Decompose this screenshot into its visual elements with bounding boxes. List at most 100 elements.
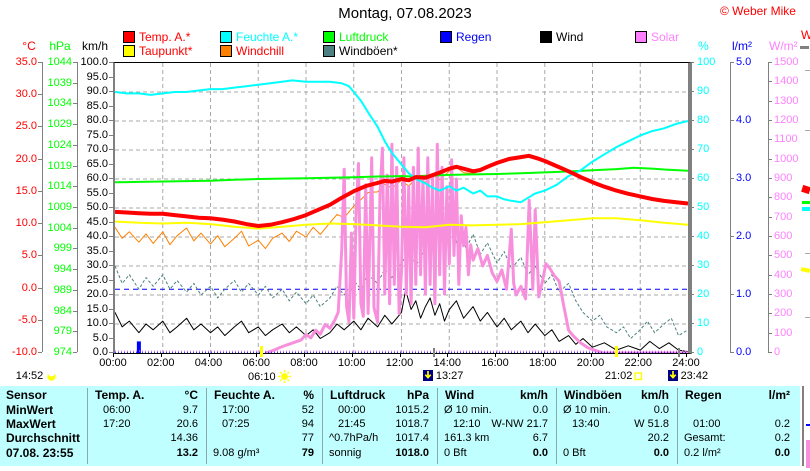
axis-ticklabel-pct: 40: [697, 230, 710, 242]
chart-svg: [114, 63, 689, 355]
axis-ticklabel-hPa: 1029: [47, 118, 72, 130]
axis-ticklabel-degC: -5.0: [18, 314, 37, 326]
axis-tick-kmh: [109, 207, 113, 208]
legend-label: Regen: [456, 30, 492, 44]
time-tick: [495, 353, 496, 357]
axis-tick-hPa: [73, 248, 77, 249]
time-tick: [686, 353, 687, 357]
axis-ticklabel-hPa: 984: [53, 305, 72, 317]
axis-tick-wm2: [768, 62, 772, 63]
table-cell-text: 17:00: [222, 404, 250, 416]
axis-ticklabel-pct: 100: [697, 56, 716, 68]
axis-ticklabel-kmh: 50.0: [86, 201, 108, 213]
axis-tick-kmh: [109, 135, 113, 136]
moon-icon: [45, 371, 58, 381]
axis-tick-degC: [38, 126, 42, 127]
axis-ticklabel-wm2: 900: [774, 172, 793, 184]
time-label: 18:00: [528, 357, 557, 369]
axis-ticklabel-kmh: 35.0: [86, 245, 108, 257]
table-cell-value: 0.2: [774, 418, 790, 430]
axis-ticklabel-wm2: 500: [774, 249, 793, 261]
series-temp: [114, 153, 689, 228]
axis-tick-hPa: [73, 269, 77, 270]
axis-tick-kmh: [109, 149, 113, 150]
sunset-tick: [615, 346, 619, 357]
axis-ticklabel-wm2: 200: [774, 307, 793, 319]
table-row-label: 07.08. 23:55: [6, 446, 74, 460]
axis-tick-kmh: [109, 236, 113, 237]
axis-ticklabel-hPa: 1019: [47, 160, 72, 172]
axis-tick-pct: [690, 294, 694, 295]
sunrise-tick: [260, 346, 264, 357]
axis-tick-pct: [690, 149, 694, 150]
time-label: 14:00: [433, 357, 462, 369]
table-cell-text: 161.3 km: [444, 432, 490, 444]
table-cell-text: 12:10: [453, 418, 481, 430]
axis-ticklabel-kmh: 100.0: [80, 56, 108, 68]
axis-ticklabel-hPa: 999: [53, 242, 72, 254]
axis-ticklabel-hPa: 1034: [47, 97, 72, 109]
axis-tick-degC: [38, 352, 42, 353]
time-label: 16:00: [481, 357, 509, 369]
series-regen-bar: [136, 341, 141, 353]
sunset-icon: [634, 371, 643, 381]
axis-tick-kmh: [109, 91, 113, 92]
axis-title-hPa: hPa: [49, 39, 71, 53]
axis-tick-degC: [38, 320, 42, 321]
axis-ticklabel-pct: 70: [697, 143, 710, 155]
marker-time-moonrise: 14:52: [15, 370, 44, 382]
axis-ticklabel-wm2: 1100: [774, 133, 798, 145]
axis-ticklabel-kmh: 45.0: [86, 216, 108, 228]
legend-label: Temp. A.*: [139, 30, 191, 44]
table-cell-value: 0.2: [774, 432, 790, 444]
page-title: Montag, 07.08.2023: [338, 5, 472, 22]
axis-tick-wm2: [768, 294, 772, 295]
edge-dash: [800, 46, 809, 49]
legend-swatch-wind: [540, 31, 552, 43]
axis-line-wm2: [768, 62, 769, 352]
axis-ticklabel-kmh: 30.0: [86, 259, 108, 271]
edge-pressure-fragment: [802, 201, 810, 204]
axis-ticklabel-hPa: 1024: [47, 139, 72, 151]
axis-title-lm2: l/m²: [732, 39, 752, 53]
time-tick: [113, 353, 114, 357]
axis-title-wm2: W/m²: [769, 39, 798, 53]
marker-sunrise: 06:10: [226, 370, 312, 383]
flag-icon: [422, 370, 434, 382]
axis-title-kmh: km/h: [81, 39, 108, 53]
legend-label: Windchill: [236, 44, 285, 58]
axis-tick-kmh: [109, 120, 113, 121]
table-cell-text: 17:20: [103, 418, 131, 430]
time-label: 06:00: [242, 357, 271, 369]
edge-tick: [805, 130, 810, 131]
axis-line-hPa: [77, 62, 78, 352]
table-cell-text: Ø 10 min.: [563, 404, 611, 416]
axis-tick-lm2: [730, 236, 734, 237]
axis-tick-hPa: [73, 103, 77, 104]
axis-tick-wm2: [768, 217, 772, 218]
axis-tick-hPa: [73, 145, 77, 146]
table-group-unit: l/m²: [768, 388, 790, 402]
axis-ticklabel-kmh: 0.0: [92, 346, 108, 358]
edge-tick: [805, 253, 810, 254]
axis-ticklabel-wm2: 100: [774, 327, 793, 339]
table-cell-value: 0.0: [532, 404, 548, 416]
table-cell-text: 13:40: [572, 418, 600, 430]
axis-ticklabel-kmh: 15.0: [86, 303, 108, 315]
axis-ticklabel-pct: 0: [697, 346, 704, 358]
table-cell-text: Gesamt:: [684, 432, 726, 444]
axis-ticklabel-hPa: 994: [53, 263, 72, 275]
time-label: 00:00: [99, 357, 127, 369]
axis-ticklabel-hPa: 1009: [47, 201, 72, 213]
copyright: © Weber Mike: [720, 4, 796, 18]
axis-ticklabel-kmh: 80.0: [86, 114, 108, 126]
axis-tick-kmh: [109, 193, 113, 194]
axis-title-pct: %: [698, 39, 709, 53]
axis-tick-wm2: [768, 333, 772, 334]
table-cell-text: 07:25: [222, 418, 250, 430]
series-taupunkt: [114, 217, 689, 230]
axis-ticklabel-hPa: 989: [53, 284, 72, 296]
table-group-name: Luftdruck: [330, 388, 386, 402]
table-group-name: Regen: [685, 388, 722, 402]
